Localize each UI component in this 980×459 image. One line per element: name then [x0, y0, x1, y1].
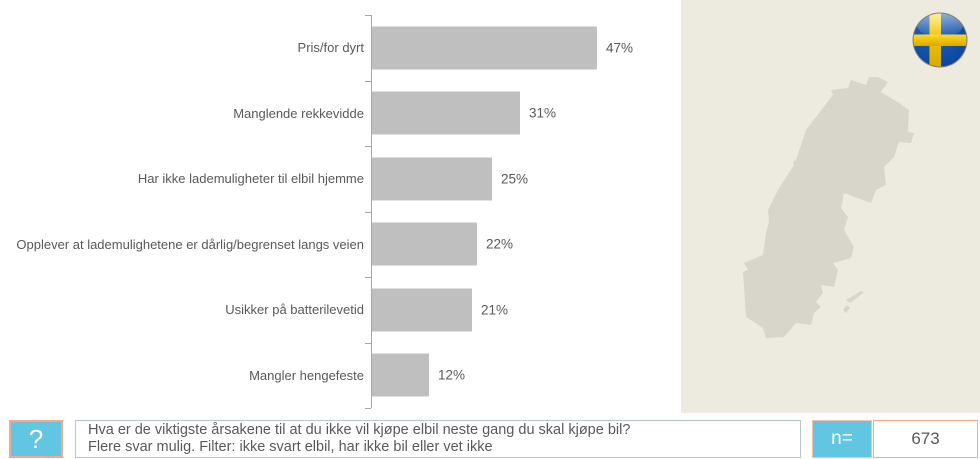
oland-island: [843, 305, 850, 313]
question-mark-glyph: ?: [28, 424, 44, 454]
bar: [372, 353, 429, 397]
question-line2: Flere svar mulig. Filter: ikke svart elb…: [88, 439, 493, 455]
question-text-box: Hva er de viktigste årsakene til at du i…: [75, 420, 801, 458]
bar-value-label: 47%: [606, 40, 634, 56]
sweden-map-icon: [743, 77, 914, 338]
bar-value-label: 21%: [481, 302, 509, 318]
sample-size-label: n=: [812, 420, 872, 458]
chart-row: Manglende rekkevidde 31%: [0, 81, 681, 147]
bar-value-label: 12%: [438, 367, 466, 383]
axis-tick: [365, 408, 371, 409]
chart-axis: [371, 15, 372, 408]
chart-row: Opplever at lademulighetene er dårlig/be…: [0, 212, 681, 278]
bar-value-label: 25%: [501, 171, 529, 187]
sweden-flag-icon: [912, 12, 968, 68]
bar: [372, 91, 520, 135]
bar-category-label: Opplever at lademulighetene er dårlig/be…: [16, 236, 364, 252]
axis-tick: [365, 15, 371, 16]
sample-size-value: 673: [873, 420, 978, 458]
question-mark-icon: ?: [9, 420, 63, 458]
bar-category-label: Mangler hengefeste: [249, 367, 364, 383]
bar: [372, 222, 477, 266]
bar-category-label: Usikker på batterilevetid: [225, 302, 364, 318]
bar: [372, 157, 492, 201]
bar-value-label: 22%: [486, 236, 514, 252]
chart-row: Pris/for dyrt 47%: [0, 15, 681, 81]
axis-tick: [365, 277, 371, 278]
axis-tick: [365, 146, 371, 147]
bar-category-label: Pris/for dyrt: [297, 40, 364, 56]
chart-row: Har ikke lademuligheter til elbil hjemme…: [0, 146, 681, 212]
question-line1: Hva er de viktigste årsakene til at du i…: [88, 422, 631, 438]
chart-row: Mangler hengefeste 12%: [0, 343, 681, 409]
gotland-island: [846, 291, 864, 303]
bar: [372, 26, 597, 70]
bar: [372, 288, 472, 332]
bar-chart: Pris/for dyrt 47% Manglende rekkevidde 3…: [0, 15, 681, 409]
bar-category-label: Har ikke lademuligheter til elbil hjemme: [137, 171, 364, 187]
bar-category-label: Manglende rekkevidde: [233, 105, 364, 121]
country-panel: [681, 0, 980, 413]
axis-tick: [365, 80, 371, 82]
axis-tick: [365, 342, 371, 344]
axis-tick: [365, 211, 371, 213]
chart-row: Usikker på batterilevetid 21%: [0, 277, 681, 343]
bar-value-label: 31%: [529, 105, 557, 121]
